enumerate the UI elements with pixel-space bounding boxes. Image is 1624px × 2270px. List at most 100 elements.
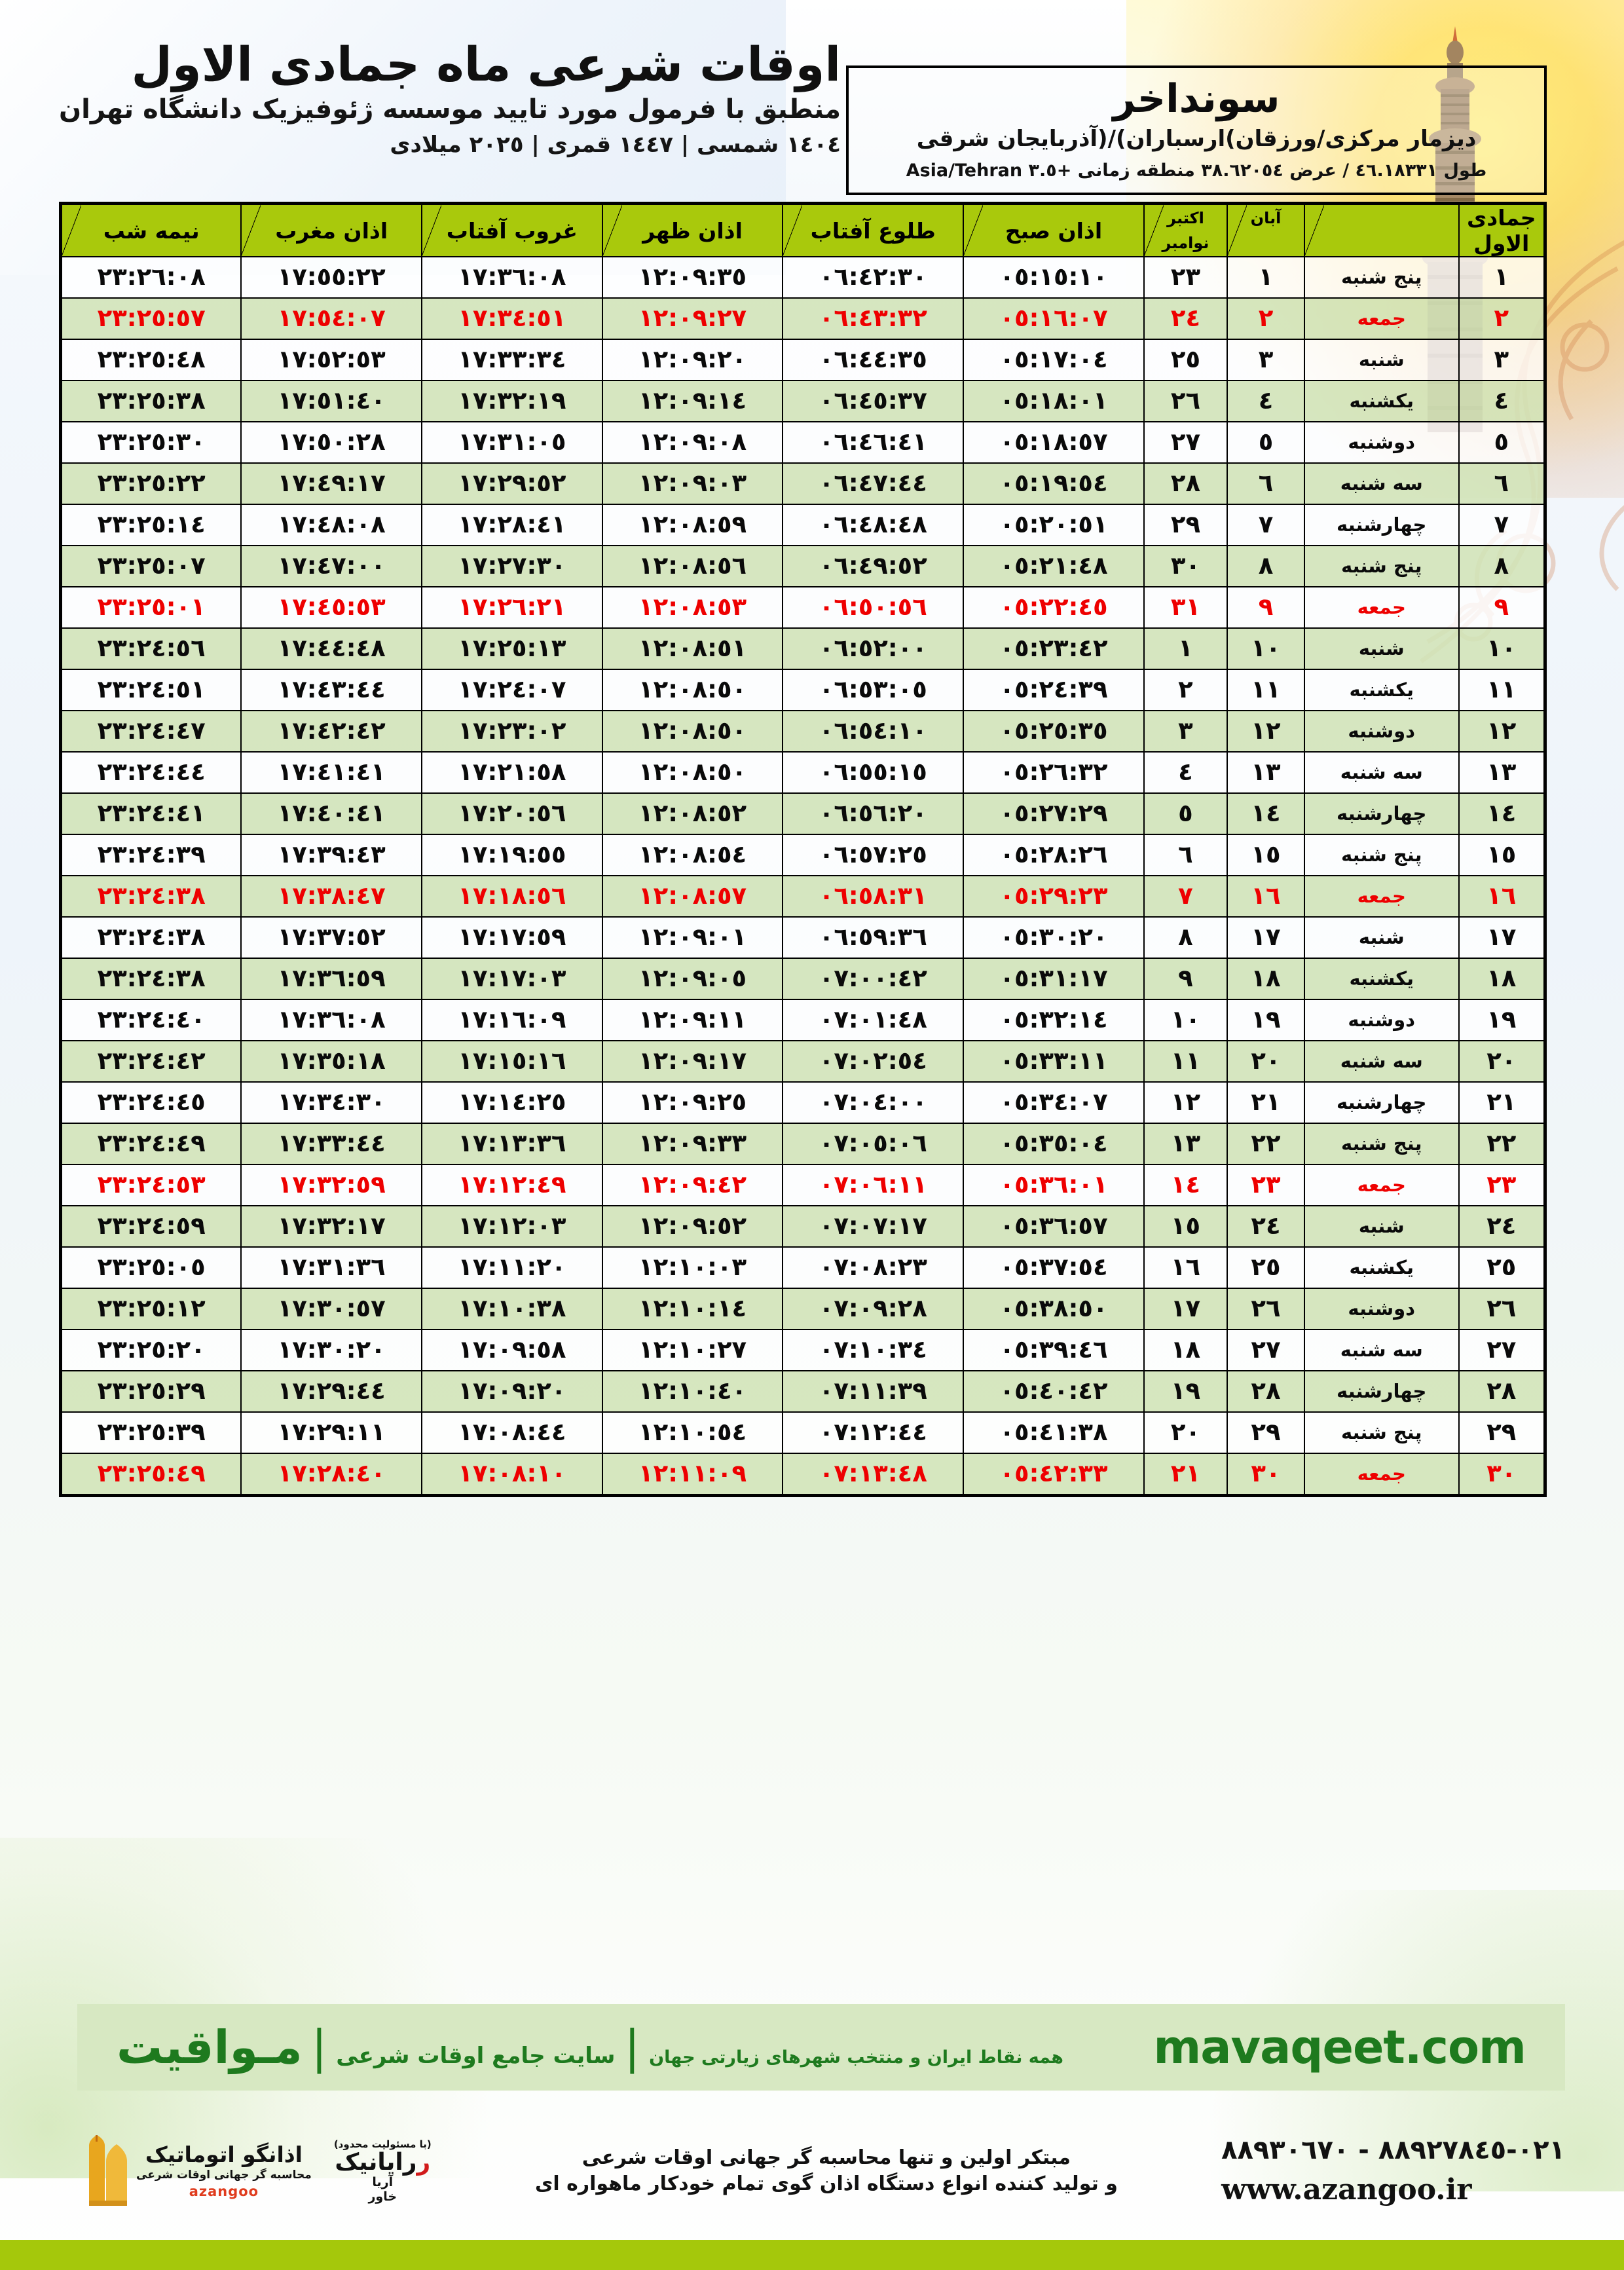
sunset-time: ١٧:١٢:٠٣ (421, 1205, 603, 1248)
table-head: جمادی الاول آبان اکتبر نوامبر اذان صبح ط… (60, 202, 1546, 257)
midnight-time: ٢٣:٢٤:٤٤ (60, 751, 242, 794)
footer-website[interactable]: www.azangoo.ir (1221, 2173, 1472, 2207)
weekday-name: شنبه (1303, 627, 1460, 670)
midnight-time: ٢٣:٢٥:٤٩ (60, 1453, 242, 1497)
dhuhr-time: ١٢:٠٨:٥٠ (601, 710, 784, 753)
sunset-time: ١٧:٢٥:١٣ (421, 627, 603, 670)
rayaneek-logo-sub2: خاور (368, 2189, 397, 2204)
day-number-gregorian: ٣ (1143, 710, 1228, 753)
day-number-hijri: ٢٨ (1458, 1370, 1546, 1413)
day-number-aban: ١٨ (1227, 958, 1305, 1000)
fajr-time: ٠٥:٢٩:٢٣ (963, 875, 1145, 918)
col-header-gregorian: اکتبر نوامبر (1143, 202, 1228, 257)
maghrib-time: ١٧:٥٤:٠٧ (240, 297, 423, 340)
sunset-time: ١٧:١٧:٠٣ (421, 958, 603, 1000)
day-number-aban: ٨ (1227, 545, 1305, 587)
day-number-aban: ٧ (1227, 504, 1305, 546)
day-number-aban: ١٥ (1227, 834, 1305, 876)
maghrib-time: ١٧:٤١:٤١ (240, 751, 423, 794)
dhuhr-time: ١٢:٠٨:٥٧ (601, 875, 784, 918)
sunset-time: ١٧:١٤:٢٥ (421, 1081, 603, 1124)
midnight-time: ٢٣:٢٥:٢٠ (60, 1329, 242, 1371)
sunset-time: ١٧:١٠:٣٨ (421, 1288, 603, 1330)
col-header-maghrib: اذان مغرب (240, 202, 423, 257)
dhuhr-time: ١٢:١١:٠٩ (601, 1453, 784, 1497)
dhuhr-time: ١٢:١٠:٠٣ (601, 1246, 784, 1289)
sunrise-time: ٠٦:٤٣:٣٢ (782, 297, 965, 340)
day-number-aban: ١١ (1227, 669, 1305, 711)
location-box: سونداخر دیزمار مرکزی/ورزقان)ارسباران)/(آ… (846, 65, 1547, 196)
maghrib-time: ١٧:٢٩:١١ (240, 1411, 423, 1454)
table-row: ١٠ شنبه ١٠ ١ ٠٥:٢٣:٤٢ ٠٦:٥٢:٠٠ ١٢:٠٨:٥١ ١٧:٢٥:١… (60, 627, 1546, 670)
day-number-hijri: ١٦ (1458, 875, 1546, 918)
maghrib-time: ١٧:٤٩:١٧ (240, 462, 423, 505)
day-number-aban: ٢٥ (1227, 1246, 1305, 1289)
fajr-time: ٠٥:٢١:٤٨ (963, 545, 1145, 587)
midnight-time: ٢٣:٢٤:٥٦ (60, 627, 242, 670)
dhuhr-time: ١٢:٠٨:٥٠ (601, 669, 784, 711)
table-row: ٢ جمعه ٢ ٢٤ ٠٥:١٦:٠٧ ٠٦:٤٣:٣٢ ١٢:٠٩:٢٧ ١٧:٣٤:٥١… (60, 297, 1546, 340)
dhuhr-time: ١٢:٠٩:٥٢ (601, 1205, 784, 1248)
table-row: ١٣ سه شنبه ١٣ ٤ ٠٥:٢٦:٣٢ ٠٦:٥٥:١٥ ١٢:٠٨:٥٠ ١٧:٢… (60, 751, 1546, 794)
dhuhr-time: ١٢:٠٩:٢٠ (601, 339, 784, 381)
col-header-october-label: اکتبر (1167, 209, 1204, 227)
dhuhr-time: ١٢:٠٩:١٤ (601, 380, 784, 422)
col-header-fajr: اذان صبح (963, 202, 1145, 257)
day-number-gregorian: ١ (1143, 627, 1228, 670)
table-row: ٢١ چهارشنبه ٢١ ١٢ ٠٥:٣٤:٠٧ ٠٧:٠٤:٠٠ ١٢:٠٩:٢٥ ١٧… (60, 1081, 1546, 1124)
weekday-name: سه شنبه (1303, 462, 1460, 505)
fajr-time: ٠٥:٢٧:٢٩ (963, 792, 1145, 835)
footer-phone: ٠٢١-٨٨٩٢٧٨٤٥ - ٨٨٩٣٠٦٧٠ (1221, 2135, 1565, 2166)
location-region: دیزمار مرکزی/ورزقان)ارسباران)/(آذربایجان… (916, 126, 1477, 152)
day-number-gregorian: ٢١ (1143, 1453, 1228, 1497)
page-title: اوقات شرعی ماه جمادی الاول (131, 37, 841, 92)
maghrib-time: ١٧:٤٨:٠٨ (240, 504, 423, 546)
col-header-aban: آبان (1227, 202, 1305, 257)
table-row: ٢٩ پنج شنبه ٢٩ ٢٠ ٠٥:٤١:٣٨ ٠٧:١٢:٤٤ ١٢:١٠:٥٤ ١٧… (60, 1411, 1546, 1454)
sunset-time: ١٧:٣٤:٥١ (421, 297, 603, 340)
day-number-gregorian: ١١ (1143, 1040, 1228, 1083)
maghrib-time: ١٧:٤٥:٥٣ (240, 586, 423, 629)
day-number-aban: ٢٣ (1227, 1164, 1305, 1206)
midnight-time: ٢٣:٢٤:٥١ (60, 669, 242, 711)
footer-slogan-line-2: و تولید کننده انواع دستگاه اذان گوی تمام… (534, 2172, 1118, 2195)
dhuhr-time: ١٢:٠٨:٥٩ (601, 504, 784, 546)
day-number-aban: ١٩ (1227, 999, 1305, 1041)
maghrib-time: ١٧:٢٩:٤٤ (240, 1370, 423, 1413)
day-number-hijri: ١٥ (1458, 834, 1546, 876)
fajr-time: ٠٥:١٥:١٠ (963, 256, 1145, 299)
maghrib-time: ١٧:٤٤:٤٨ (240, 627, 423, 670)
table-row: ٥ دوشنبه ٥ ٢٧ ٠٥:١٨:٥٧ ٠٦:٤٦:٤١ ١٢:٠٩:٠٨ ١٧:٣١:… (60, 421, 1546, 464)
day-number-aban: ٢٩ (1227, 1411, 1305, 1454)
dhuhr-time: ١٢:٠٨:٥٤ (601, 834, 784, 876)
table-row: ١١ یکشنبه ١١ ٢ ٠٥:٢٤:٣٩ ٠٦:٥٣:٠٥ ١٢:٠٨:٥٠ ١٧:٢٤… (60, 669, 1546, 711)
dhuhr-time: ١٢:١٠:٥٤ (601, 1411, 784, 1454)
table-row: ٩ جمعه ٩ ٣١ ٠٥:٢٢:٤٥ ٠٦:٥٠:٥٦ ١٢:٠٨:٥٣ ١٧:٢٦:٢١… (60, 586, 1546, 629)
dhuhr-time: ١٢:٠٩:١١ (601, 999, 784, 1041)
sunset-time: ١٧:٢٩:٥٢ (421, 462, 603, 505)
azangoo-logo: اذانگو اتوماتیک محاسبه گر جهانی اوقات شر… (77, 2135, 312, 2207)
day-number-hijri: ٤ (1458, 380, 1546, 422)
midnight-time: ٢٣:٢٤:٤٢ (60, 1040, 242, 1083)
maghrib-time: ١٧:٣٢:١٧ (240, 1205, 423, 1248)
day-number-gregorian: ١٣ (1143, 1123, 1228, 1165)
footer-site-url[interactable]: mavaqeet.com (1153, 2020, 1526, 2074)
weekday-name: پنج شنبه (1303, 545, 1460, 587)
table-row: ٢٥ یکشنبه ٢٥ ١٦ ٠٥:٣٧:٥٤ ٠٧:٠٨:٢٣ ١٢:١٠:٠٣ ١٧:١… (60, 1246, 1546, 1289)
sunrise-time: ٠٧:٠٦:١١ (782, 1164, 965, 1206)
weekday-name: دوشنبه (1303, 421, 1460, 464)
fajr-time: ٠٥:٣٨:٥٠ (963, 1288, 1145, 1330)
weekday-name: چهارشنبه (1303, 792, 1460, 835)
footer-logos: (با مسئولیت محدود) ررایانیک آریا خاور اذ… (77, 2135, 432, 2207)
day-number-aban: ٢٠ (1227, 1040, 1305, 1083)
table-row: ٢٦ دوشنبه ٢٦ ١٧ ٠٥:٣٨:٥٠ ٠٧:٠٩:٢٨ ١٢:١٠:١٤ ١٧:١… (60, 1288, 1546, 1330)
day-number-gregorian: ١٤ (1143, 1164, 1228, 1206)
sunrise-time: ٠٦:٤٩:٥٢ (782, 545, 965, 587)
weekday-name: شنبه (1303, 1205, 1460, 1248)
day-number-hijri: ٨ (1458, 545, 1546, 587)
midnight-time: ٢٣:٢٥:٢٩ (60, 1370, 242, 1413)
table-row: ٢٤ شنبه ٢٤ ١٥ ٠٥:٣٦:٥٧ ٠٧:٠٧:١٧ ١٢:٠٩:٥٢ ١٧:١٢:… (60, 1205, 1546, 1248)
dhuhr-time: ١٢:٠٩:٢٥ (601, 1081, 784, 1124)
weekday-name: پنج شنبه (1303, 1123, 1460, 1165)
midnight-time: ٢٣:٢٥:٣٨ (60, 380, 242, 422)
